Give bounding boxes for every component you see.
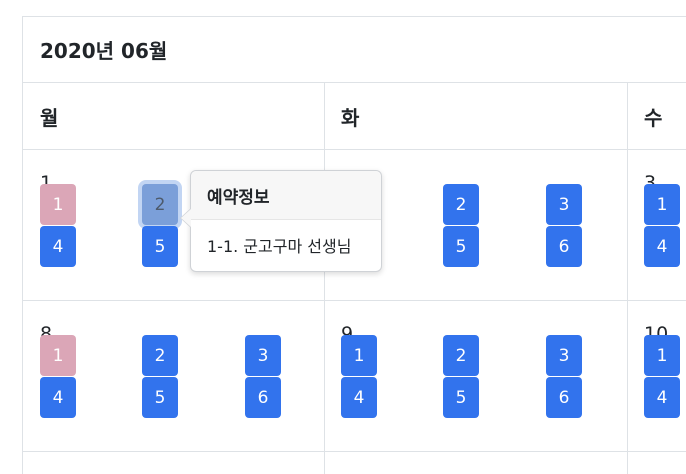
calendar-table: 2020년 06월 월 화 수 112345621234563148123456…	[22, 16, 686, 474]
time-slot-button[interactable]: 4	[644, 226, 680, 267]
time-slot-button[interactable]: 4	[40, 377, 76, 418]
time-slot-button[interactable]: 6	[546, 377, 582, 418]
time-slot-button[interactable]: 2	[142, 184, 178, 225]
time-slot-button[interactable]: 3	[245, 335, 281, 376]
time-slot-button[interactable]: 1	[644, 335, 680, 376]
time-slot-button[interactable]: 1	[40, 184, 76, 225]
time-slot-button[interactable]: 5	[443, 226, 479, 267]
time-slot-button[interactable]: 5	[443, 377, 479, 418]
month-title: 2020년 06월	[23, 17, 686, 83]
time-slot-button[interactable]: 3	[546, 335, 582, 376]
weekday-mon: 월	[40, 105, 59, 130]
time-slot-button[interactable]: 2	[443, 335, 479, 376]
popover-body: 1-1. 군고구마 선생님	[207, 237, 352, 256]
time-slot-button[interactable]: 1	[341, 335, 377, 376]
time-slot-button[interactable]: 1	[40, 335, 76, 376]
time-slot-button[interactable]: 3	[546, 184, 582, 225]
column-divider	[627, 83, 628, 474]
time-slot-button[interactable]: 1	[644, 184, 680, 225]
time-slot-button[interactable]: 6	[245, 377, 281, 418]
time-slot-button[interactable]: 4	[644, 377, 680, 418]
time-slot-button[interactable]: 2	[142, 335, 178, 376]
day-cell: 10 1 4	[627, 301, 686, 451]
weekday-wed: 수	[644, 105, 663, 130]
week-row: 11234562123456314	[23, 150, 686, 301]
week-row: 8 1 2 3 4 5 6 9 1 2 3 4 5 6 10 1 4	[23, 301, 686, 452]
time-slot-button[interactable]: 4	[40, 226, 76, 267]
time-slot-button[interactable]: 5	[142, 377, 178, 418]
weekday-header-row: 월 화 수	[23, 83, 686, 150]
weekday-tue: 화	[341, 105, 360, 130]
time-slot-button[interactable]: 5	[142, 226, 178, 267]
popover-title: 예약정보	[191, 171, 381, 220]
reservation-popover: 예약정보 1-1. 군고구마 선생님	[180, 170, 382, 272]
time-slot-button[interactable]: 4	[341, 377, 377, 418]
time-slot-button[interactable]: 2	[443, 184, 479, 225]
column-divider	[324, 83, 325, 474]
time-slot-button[interactable]: 6	[546, 226, 582, 267]
